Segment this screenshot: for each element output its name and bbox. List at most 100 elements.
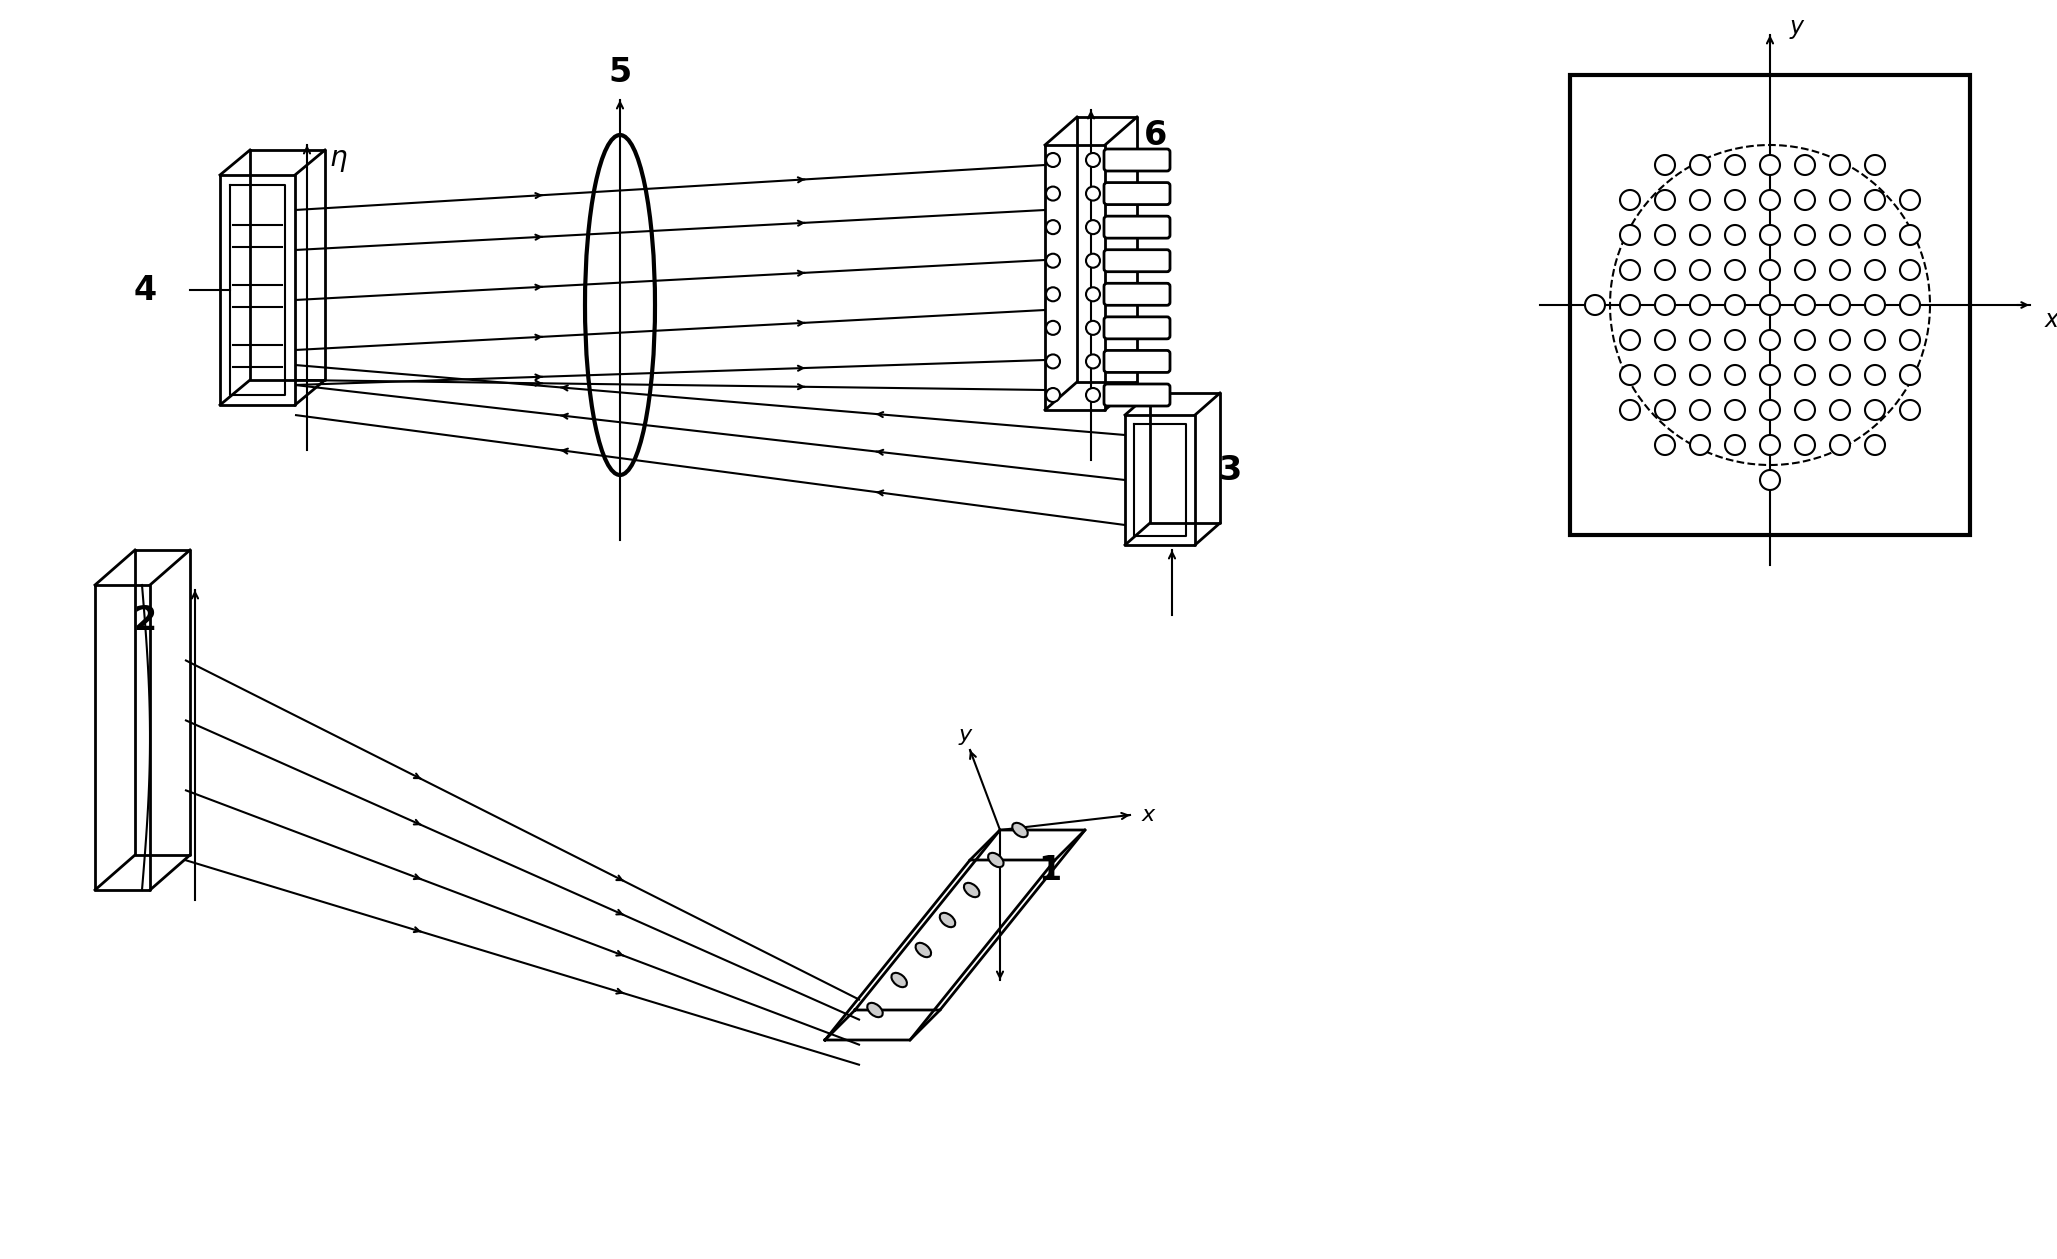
Circle shape xyxy=(1901,190,1919,210)
Circle shape xyxy=(1621,190,1639,210)
Circle shape xyxy=(1831,190,1849,210)
FancyBboxPatch shape xyxy=(1105,384,1170,405)
Circle shape xyxy=(1761,295,1779,315)
Circle shape xyxy=(1726,190,1744,210)
Circle shape xyxy=(1761,470,1779,490)
Text: 1: 1 xyxy=(1039,854,1061,886)
Ellipse shape xyxy=(868,1003,882,1017)
Circle shape xyxy=(1796,225,1814,246)
Circle shape xyxy=(1086,321,1100,335)
Circle shape xyxy=(1796,436,1814,454)
Circle shape xyxy=(1726,261,1744,279)
Circle shape xyxy=(1047,355,1059,369)
Circle shape xyxy=(1086,287,1100,301)
Circle shape xyxy=(1796,155,1814,175)
Text: x: x xyxy=(1142,805,1154,825)
Circle shape xyxy=(1691,261,1709,279)
Circle shape xyxy=(1901,400,1919,421)
Circle shape xyxy=(1086,220,1100,234)
Circle shape xyxy=(1656,225,1674,246)
Circle shape xyxy=(1866,261,1884,279)
Circle shape xyxy=(1796,295,1814,315)
Circle shape xyxy=(1831,365,1849,385)
Circle shape xyxy=(1831,261,1849,279)
Circle shape xyxy=(1047,254,1059,268)
Circle shape xyxy=(1691,436,1709,454)
Circle shape xyxy=(1831,155,1849,175)
Circle shape xyxy=(1047,321,1059,335)
Text: 6: 6 xyxy=(1144,118,1166,151)
Circle shape xyxy=(1831,436,1849,454)
Circle shape xyxy=(1726,436,1744,454)
Circle shape xyxy=(1901,261,1919,279)
Ellipse shape xyxy=(1012,823,1028,837)
Circle shape xyxy=(1866,225,1884,246)
Text: $\eta$: $\eta$ xyxy=(329,146,348,174)
Ellipse shape xyxy=(891,973,907,987)
Circle shape xyxy=(1691,330,1709,350)
Circle shape xyxy=(1621,295,1639,315)
Circle shape xyxy=(1621,400,1639,421)
Text: 2: 2 xyxy=(134,603,156,637)
Circle shape xyxy=(1866,155,1884,175)
Circle shape xyxy=(1691,190,1709,210)
Circle shape xyxy=(1761,400,1779,421)
Circle shape xyxy=(1621,261,1639,279)
Circle shape xyxy=(1726,225,1744,246)
Circle shape xyxy=(1796,365,1814,385)
Circle shape xyxy=(1086,154,1100,167)
Circle shape xyxy=(1796,261,1814,279)
FancyBboxPatch shape xyxy=(1105,350,1170,373)
FancyBboxPatch shape xyxy=(1105,183,1170,204)
Ellipse shape xyxy=(915,943,932,957)
Circle shape xyxy=(1866,295,1884,315)
Circle shape xyxy=(1866,365,1884,385)
Circle shape xyxy=(1656,295,1674,315)
Circle shape xyxy=(1621,330,1639,350)
Circle shape xyxy=(1691,400,1709,421)
Circle shape xyxy=(1621,225,1639,246)
Circle shape xyxy=(1656,190,1674,210)
Circle shape xyxy=(1866,400,1884,421)
Circle shape xyxy=(1656,155,1674,175)
Circle shape xyxy=(1726,400,1744,421)
Circle shape xyxy=(1831,400,1849,421)
Circle shape xyxy=(1901,295,1919,315)
Circle shape xyxy=(1691,365,1709,385)
Circle shape xyxy=(1086,254,1100,268)
Circle shape xyxy=(1586,295,1604,315)
Circle shape xyxy=(1831,330,1849,350)
Circle shape xyxy=(1726,155,1744,175)
FancyBboxPatch shape xyxy=(1105,217,1170,238)
Ellipse shape xyxy=(940,913,954,927)
Circle shape xyxy=(1726,365,1744,385)
Circle shape xyxy=(1691,295,1709,315)
Circle shape xyxy=(1761,261,1779,279)
Circle shape xyxy=(1761,365,1779,385)
FancyBboxPatch shape xyxy=(1105,249,1170,272)
Circle shape xyxy=(1901,225,1919,246)
Circle shape xyxy=(1691,225,1709,246)
Bar xyxy=(1569,76,1971,535)
Text: x: x xyxy=(2045,308,2057,332)
Circle shape xyxy=(1656,400,1674,421)
Circle shape xyxy=(1047,220,1059,234)
Circle shape xyxy=(1831,225,1849,246)
Circle shape xyxy=(1761,225,1779,246)
Ellipse shape xyxy=(965,883,979,898)
Circle shape xyxy=(1656,436,1674,454)
Circle shape xyxy=(1047,186,1059,200)
Circle shape xyxy=(1866,436,1884,454)
Circle shape xyxy=(1726,330,1744,350)
Circle shape xyxy=(1901,330,1919,350)
Text: y: y xyxy=(1790,15,1804,39)
Circle shape xyxy=(1086,388,1100,402)
Ellipse shape xyxy=(987,852,1004,867)
Text: y: y xyxy=(959,725,971,745)
Text: 5: 5 xyxy=(609,55,631,88)
Circle shape xyxy=(1047,154,1059,167)
Circle shape xyxy=(1761,190,1779,210)
Circle shape xyxy=(1866,190,1884,210)
Circle shape xyxy=(1656,330,1674,350)
Text: 4: 4 xyxy=(134,273,156,306)
